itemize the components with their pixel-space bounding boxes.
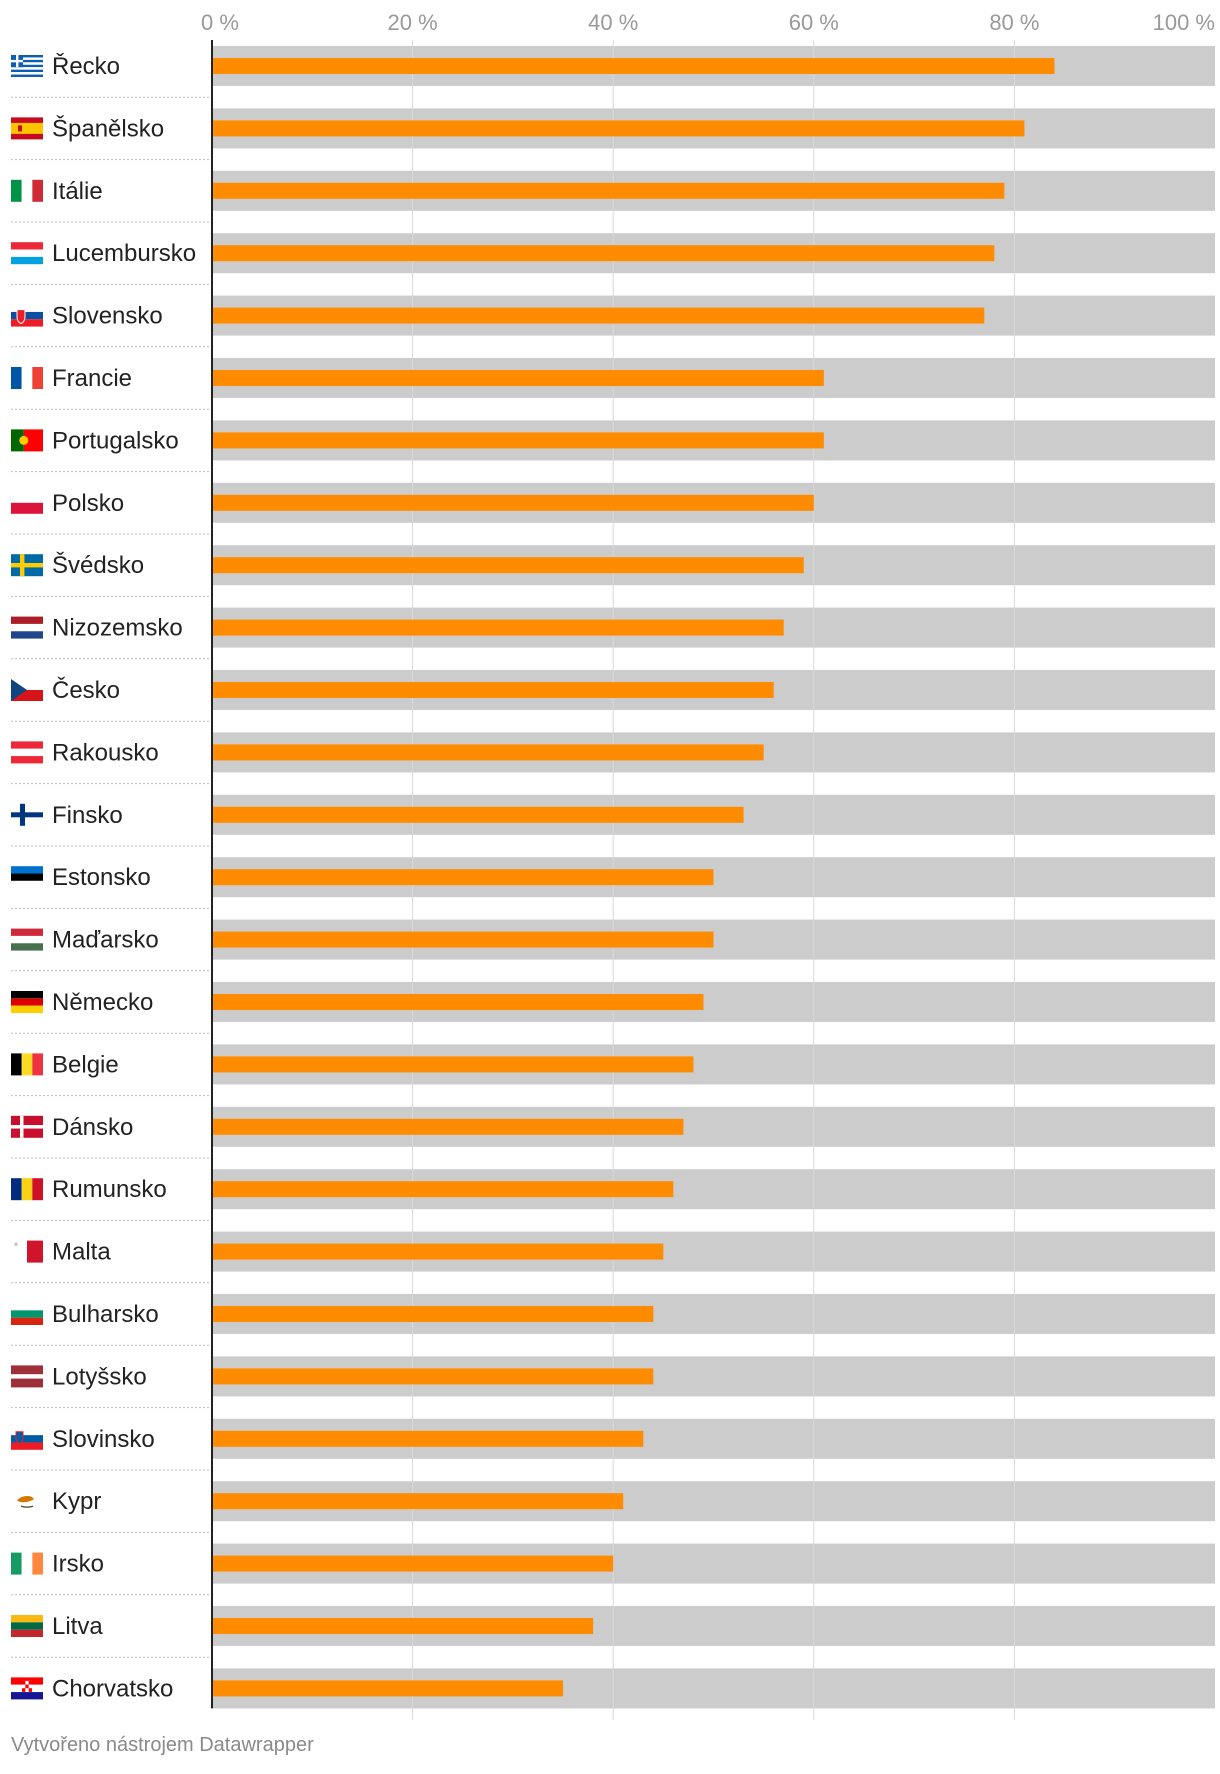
category-label: Lotyšsko [52,1363,147,1390]
belgium-flag-icon [11,1053,43,1076]
malta-flag-icon [11,1240,43,1263]
bar-21 [212,1306,654,1322]
category-label: Španělsko [52,114,164,142]
bar-5 [212,307,985,324]
denmark-flag-icon [11,1115,43,1138]
x-tick-label: 80 % [989,10,1039,35]
category-label: Bulharsko [52,1301,159,1328]
category-label: Chorvatsko [52,1675,173,1702]
bar-19 [212,1181,674,1198]
bar-16 [212,994,704,1010]
bar-1 [212,58,1055,74]
bar-15 [212,931,714,948]
lithuania-flag-icon [11,1615,43,1637]
bar-17 [212,1056,694,1073]
bar-group [212,58,1055,1697]
slovenia-flag-icon [11,1427,43,1450]
bulgaria-flag-icon [11,1303,43,1325]
bar-chart: 0 % 20 % 40 % 60 % 80 % 100 % Řecko Španělsko It… [11,10,1215,1720]
finland-flag-icon [11,803,43,826]
bar-2 [212,120,1025,137]
latvia-flag-icon [11,1365,43,1388]
netherlands-flag-icon [11,616,43,639]
bar-10 [212,619,784,636]
bar-11 [212,682,774,698]
category-label: Maďarsko [52,927,159,954]
italy-flag-icon [11,179,43,202]
category-label: Rumunsko [52,1176,167,1203]
category-label: Dánsko [52,1114,133,1141]
category-label: Česko [52,676,120,704]
category-label: Itálie [52,178,103,205]
sweden-flag-icon [11,554,43,577]
category-label: Portugalsko [52,427,179,454]
slovakia-flag-icon [11,304,43,327]
poland-flag-icon [11,491,43,514]
category-label: Finsko [52,802,123,829]
bar-7 [212,432,824,449]
bar-12 [212,744,764,761]
bar-22 [212,1368,654,1385]
bar-3 [212,182,1005,199]
category-label: Irsko [52,1551,104,1578]
bar-20 [212,1243,664,1260]
category-label: Slovensko [52,303,163,330]
category-label: Rakousko [52,739,159,766]
x-tick-label: 100 % [1153,10,1215,35]
category-label: Litva [52,1613,103,1640]
cyprus-flag-icon [11,1490,43,1513]
bar-23 [212,1430,644,1447]
bar-13 [212,806,744,823]
category-label: Malta [52,1239,111,1266]
bar-9 [212,557,804,574]
bar-18 [212,1118,684,1135]
czechia-flag-icon [11,679,43,701]
category-label: Polsko [52,490,124,517]
france-flag-icon [11,367,43,389]
label-group: Řecko Španělsko Itálie Lucembursko Slovensko… [11,53,211,1702]
bar-6 [212,370,824,386]
category-label: Belgie [52,1051,119,1078]
spain-flag-icon [11,117,43,140]
luxembourg-flag-icon [11,242,43,265]
x-tick-label: 20 % [388,10,438,35]
category-label: Slovinsko [52,1426,155,1453]
x-tick-label: 0 % [201,10,239,35]
x-tick-label: 40 % [588,10,638,35]
category-label: Řecko [52,53,120,80]
hungary-flag-icon [11,928,43,951]
bar-24 [212,1493,624,1510]
category-label: Estonsko [52,864,151,891]
croatia-flag-icon [11,1677,43,1700]
category-label: Švédsko [52,551,144,579]
category-label: Kypr [52,1488,101,1515]
category-label: Nizozemsko [52,615,183,642]
ireland-flag-icon [11,1552,43,1575]
estonia-flag-icon [11,866,43,889]
category-label: Francie [52,365,132,392]
bar-27 [212,1680,564,1697]
germany-flag-icon [11,991,43,1013]
bar-8 [212,494,814,511]
bar-25 [212,1555,614,1572]
credit-text: Vytvořeno nástrojem Datawrapper [11,1734,314,1756]
x-tick-label: 60 % [789,10,839,35]
greece-flag-icon [11,55,43,77]
austria-flag-icon [11,741,43,764]
portugal-flag-icon [11,429,43,452]
bar-14 [212,869,714,886]
romania-flag-icon [11,1178,43,1201]
bar-4 [212,245,995,262]
bar-26 [212,1618,594,1634]
category-label: Německo [52,989,153,1016]
category-label: Lucembursko [52,240,196,267]
